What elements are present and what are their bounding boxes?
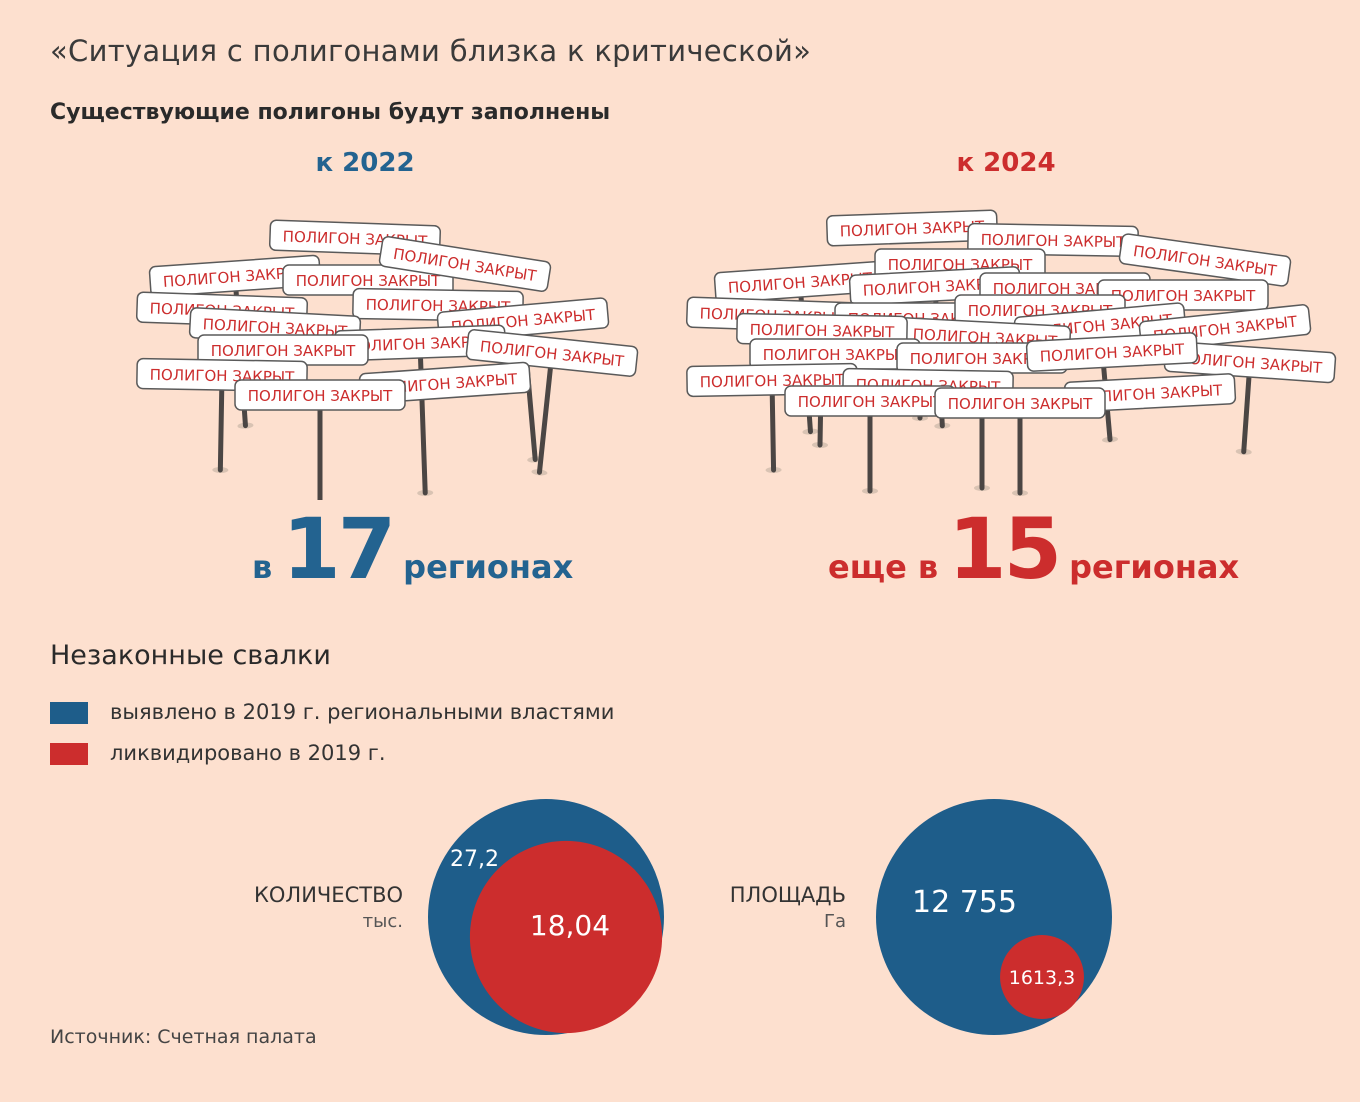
landfill-2024-sign: ПОЛИГОН ЗАКРЫТ [934, 387, 1106, 496]
landfill-2024-sign: ПОЛИГОН ЗАКРЫТ [784, 385, 956, 494]
landfill-2022-sign: ПОЛИГОН ЗАКРЫТ [197, 334, 369, 366]
forecast-2022-suffix: регионах [403, 548, 574, 586]
landfill-2022-sign: ПОЛИГОН ЗАКРЫТ [465, 329, 639, 476]
svg-text:ПОЛИГОН ЗАКРЫТ: ПОЛИГОН ЗАКРЫТ [981, 231, 1127, 252]
bubble-label-count-unit: тыс. [362, 911, 403, 932]
svg-text:ПОЛИГОН ЗАКРЫТ: ПОЛИГОН ЗАКРЫТ [211, 342, 356, 360]
value-label-area-liquidated: 1613,3 [1009, 967, 1075, 989]
bubble-chart: 27,2 18,04 12 755 1613,3 [428, 799, 1112, 1035]
forecast-2022-number: 17 [282, 500, 396, 598]
landfill-2024-sign: ПОЛИГОН ЗАКРЫТ [896, 342, 1068, 491]
forecast-2022-prefix: в [252, 548, 273, 586]
bubble-label-area-unit: Га [823, 911, 846, 932]
year-label-2022: к 2022 [315, 148, 415, 178]
svg-text:ПОЛИГОН ЗАКРЫТ: ПОЛИГОН ЗАКРЫТ [750, 321, 896, 342]
svg-text:ПОЛИГОН ЗАКРЫТ: ПОЛИГОН ЗАКРЫТ [1111, 287, 1256, 305]
legend-label-liquidated: ликвидировано в 2019 г. [110, 741, 386, 765]
legend-label-detected: выявлено в 2019 г. региональными властям… [110, 700, 615, 724]
landfill-2022-sign: ПОЛИГОН ЗАКРЫТ [282, 264, 454, 296]
forecast-2024-prefix: еще в [828, 548, 939, 586]
bubble-count-liquidated [469, 840, 663, 1034]
value-label-area-detected: 12 755 [912, 885, 1017, 920]
page-title: «Ситуация с полигонами близка к критичес… [50, 34, 812, 68]
svg-text:ПОЛИГОН ЗАКРЫТ: ПОЛИГОН ЗАКРЫТ [296, 272, 441, 290]
legend-swatch-blue [50, 702, 88, 724]
svg-text:ПОЛИГОН ЗАКРЫТ: ПОЛИГОН ЗАКРЫТ [248, 387, 393, 405]
bubble-label-area: ПЛОЩАДЬ Га [730, 883, 846, 932]
source-note: Источник: Счетная палата [50, 1026, 317, 1048]
section-title-illegal-dumps: Незаконные свалки [50, 640, 331, 671]
legend-swatch-red [50, 743, 88, 765]
landfill-2024-sign: ПОЛИГОН ЗАКРЫТ [736, 312, 908, 448]
svg-text:ПОЛИГОН ЗАКРЫТ: ПОЛИГОН ЗАКРЫТ [798, 393, 943, 411]
svg-text:ПОЛИГОН ЗАКРЫТ: ПОЛИГОН ЗАКРЫТ [763, 346, 908, 364]
bubble-label-area-title: ПЛОЩАДЬ [729, 883, 846, 907]
value-label-count-detected: 27,2 [450, 847, 499, 872]
subtitle: Существующие полигоны будут заполнены [50, 100, 611, 125]
forecast-2024-number: 15 [948, 500, 1062, 598]
landfill-2024-sign: ПОЛИГОН ЗАКРЫТ [686, 362, 858, 473]
bubble-label-count-title: КОЛИЧЕСТВО [253, 883, 403, 907]
svg-text:ПОЛИГОН ЗАКРЫТ: ПОЛИГОН ЗАКРЫТ [948, 395, 1093, 413]
landfill-2024-sign: ПОЛИГОН ЗАКРЫТ [825, 209, 999, 247]
forecast-2024-suffix: регионах [1069, 548, 1240, 586]
landfill-2024-sign: ПОЛИГОН ЗАКРЫТ [1025, 332, 1199, 372]
svg-text:ПОЛИГОН ЗАКРЫТ: ПОЛИГОН ЗАКРЫТ [910, 350, 1055, 368]
value-label-count-liquidated: 18,04 [530, 909, 610, 942]
forecast-2022-regions: в 17 регионах [252, 500, 573, 598]
landfill-2024-sign: ПОЛИГОН ЗАКРЫТ [749, 338, 921, 370]
year-label-2024: к 2024 [956, 148, 1056, 178]
landfill-2024-sign: ПОЛИГОН ЗАКРЫТ [1163, 340, 1337, 455]
legend-item-liquidated: ликвидировано в 2019 г. [50, 741, 386, 765]
bubble-label-count: КОЛИЧЕСТВО тыс. [254, 883, 403, 932]
landfill-2024-sign: ПОЛИГОН ЗАКРЫТ [967, 222, 1139, 258]
svg-text:ПОЛИГОН ЗАКРЫТ: ПОЛИГОН ЗАКРЫТ [347, 332, 493, 355]
svg-text:ПОЛИГОН ЗАКРЫТ: ПОЛИГОН ЗАКРЫТ [839, 217, 985, 240]
legend-item-detected: выявлено в 2019 г. региональными властям… [50, 700, 614, 724]
bubble-area-liquidated [1000, 935, 1084, 1019]
forecast-2024-regions: еще в 15 регионах [828, 500, 1239, 598]
landfill-2022-sign: ПОЛИГОН ЗАКРЫТ [136, 357, 308, 473]
landfill-2022-sign: ПОЛИГОН ЗАКРЫТ [234, 379, 406, 500]
